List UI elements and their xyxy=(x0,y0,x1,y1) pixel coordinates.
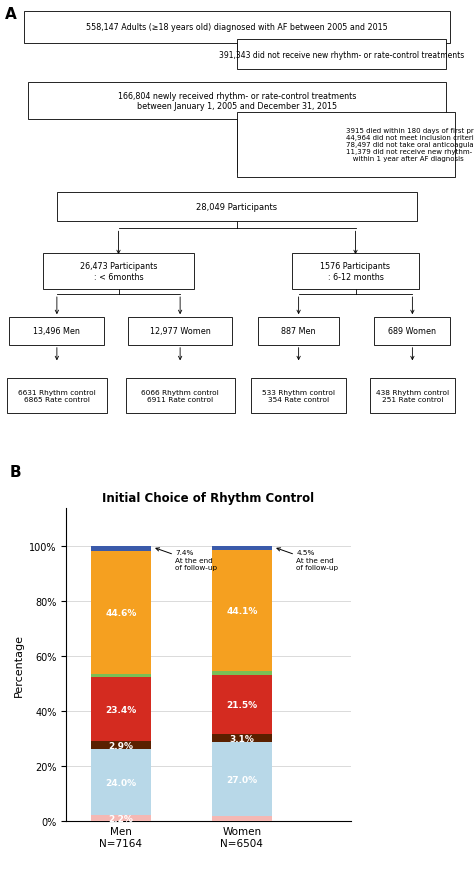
Text: A: A xyxy=(5,7,17,22)
Bar xyxy=(28,83,446,120)
Text: 26,473 Participants
: < 6months: 26,473 Participants : < 6months xyxy=(80,262,157,282)
Text: 21.5%: 21.5% xyxy=(226,700,257,709)
Bar xyxy=(126,379,235,414)
Bar xyxy=(91,815,151,821)
Bar xyxy=(91,547,151,552)
Bar xyxy=(128,318,232,345)
Bar xyxy=(211,742,272,817)
Bar xyxy=(91,741,151,749)
Bar xyxy=(91,677,151,741)
Bar xyxy=(237,40,446,70)
Bar xyxy=(91,749,151,815)
Bar xyxy=(292,253,419,290)
Bar xyxy=(91,552,151,673)
Bar xyxy=(370,379,455,414)
Text: 24.0%: 24.0% xyxy=(105,778,137,786)
Bar xyxy=(211,547,272,551)
Bar xyxy=(374,318,450,345)
Bar xyxy=(211,672,272,675)
Text: 4.5%
At the end
of follow-up: 4.5% At the end of follow-up xyxy=(296,549,338,571)
Text: 28,049 Participants: 28,049 Participants xyxy=(196,202,278,212)
Bar xyxy=(43,253,194,290)
Text: 533 Rhythm control
354 Rate control: 533 Rhythm control 354 Rate control xyxy=(262,389,335,402)
Bar xyxy=(258,318,339,345)
Title: Initial Choice of Rhythm Control: Initial Choice of Rhythm Control xyxy=(102,492,315,504)
Bar xyxy=(211,817,272,821)
Text: B: B xyxy=(9,465,21,480)
Text: 558,147 Adults (≥18 years old) diagnosed with AF between 2005 and 2015: 558,147 Adults (≥18 years old) diagnosed… xyxy=(86,23,388,32)
Text: 689 Women: 689 Women xyxy=(388,327,437,336)
Bar xyxy=(9,318,104,345)
Bar xyxy=(211,734,272,742)
Bar xyxy=(91,673,151,677)
Bar xyxy=(7,379,107,414)
Text: 2.2%: 2.2% xyxy=(109,813,133,823)
Text: 13,496 Men: 13,496 Men xyxy=(34,327,80,336)
Bar xyxy=(24,11,450,43)
Bar xyxy=(251,379,346,414)
Bar xyxy=(211,675,272,734)
Text: 438 Rhythm control
251 Rate control: 438 Rhythm control 251 Rate control xyxy=(376,389,449,402)
Y-axis label: Percentage: Percentage xyxy=(14,634,24,696)
Bar xyxy=(211,551,272,672)
Text: 2.9%: 2.9% xyxy=(109,741,133,750)
Text: 887 Men: 887 Men xyxy=(282,327,316,336)
Text: 7.4%
At the end
of follow-up: 7.4% At the end of follow-up xyxy=(175,549,218,571)
Text: 1576 Participants
: 6-12 months: 1576 Participants : 6-12 months xyxy=(320,262,391,282)
Text: 391,343 did not receive new rhythm- or rate-control treatments: 391,343 did not receive new rhythm- or r… xyxy=(219,50,464,60)
Text: 12,977 Women: 12,977 Women xyxy=(150,327,210,336)
Text: 6066 Rhythm control
6911 Rate control: 6066 Rhythm control 6911 Rate control xyxy=(141,389,219,402)
Text: 6631 Rhythm control
6865 Rate control: 6631 Rhythm control 6865 Rate control xyxy=(18,389,96,402)
Text: 44.6%: 44.6% xyxy=(105,608,137,617)
Bar xyxy=(57,192,417,222)
Bar xyxy=(237,113,455,177)
Text: 44.1%: 44.1% xyxy=(226,607,257,615)
Text: 3.1%: 3.1% xyxy=(229,733,254,743)
Text: 166,804 newly received rhythm- or rate-control treatments
between January 1, 200: 166,804 newly received rhythm- or rate-c… xyxy=(118,91,356,111)
Text: 27.0%: 27.0% xyxy=(226,775,257,784)
Text: 3915 died within 180 days of first prescription or procedure
44,964 did not meet: 3915 died within 180 days of first presc… xyxy=(346,128,474,162)
Text: 23.4%: 23.4% xyxy=(105,705,137,713)
